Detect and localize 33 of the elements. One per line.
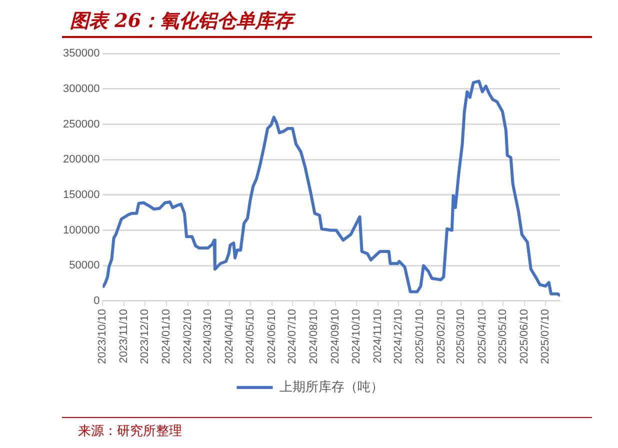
x-tick-label: 2025/05/10 [497, 308, 510, 364]
x-tick-label: 2025/03/10 [454, 308, 467, 364]
x-tick-label: 2025/01/10 [414, 308, 426, 364]
x-tick-label: 2024/05/10 [244, 308, 256, 364]
y-tick-label: 100000 [62, 224, 100, 236]
chart-title: 图表 26：氧化铝仓单库存 [70, 9, 294, 34]
y-tick-label: 150000 [62, 188, 100, 201]
x-tick-label: 2023/11/10 [118, 308, 130, 364]
y-tick-label: 0 [94, 294, 100, 307]
x-tick-label: 2024/09/10 [330, 308, 342, 364]
y-tick-label: 250000 [62, 118, 100, 130]
x-tick-label: 2025/07/10 [539, 308, 552, 364]
y-tick-label: 200000 [62, 154, 100, 166]
x-tick-label: 2023/12/10 [139, 308, 151, 364]
x-tick-label: 2024/06/10 [266, 308, 278, 364]
x-tick-label: 2024/11/10 [372, 308, 384, 364]
y-tick-label: 350000 [62, 48, 100, 60]
x-tick-label: 2024/01/10 [160, 308, 172, 364]
x-tick-label: 2024/02/10 [182, 308, 194, 364]
y-tick-label: 300000 [62, 82, 100, 95]
x-tick-label: 2024/12/10 [392, 308, 405, 364]
x-tick-label: 2025/02/10 [436, 308, 448, 364]
x-tick-label: 2025/04/10 [476, 308, 488, 364]
legend-label: 上期所库存（吨） [279, 380, 384, 395]
x-tick-label: 2024/03/10 [202, 308, 214, 364]
y-tick-label: 50000 [69, 260, 100, 272]
x-tick-label: 2024/08/10 [308, 308, 320, 364]
x-tick-label: 2024/07/10 [286, 308, 299, 364]
source-note: 来源：研究所整理 [78, 423, 182, 440]
x-tick-label: 2024/10/10 [350, 308, 362, 364]
x-tick-label: 2023/10/10 [96, 308, 109, 364]
x-tick-label: 2024/04/10 [224, 308, 236, 364]
x-tick-label: 2025/06/10 [518, 308, 531, 364]
